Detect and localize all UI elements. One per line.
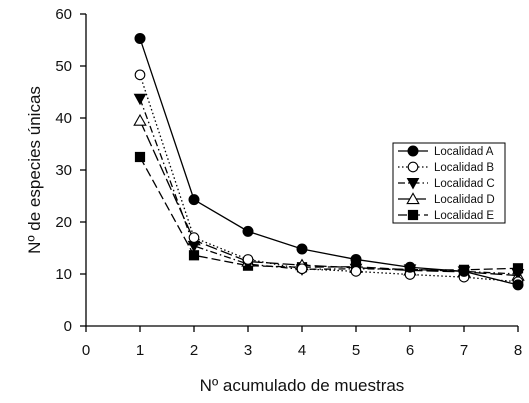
legend-entry: Localidad A (398, 146, 494, 158)
legend-entry: Localidad B (398, 162, 494, 174)
x-tick-label: 1 (136, 342, 144, 359)
y-tick-label: 30 (55, 162, 72, 179)
data-point (459, 266, 469, 276)
data-point (135, 94, 146, 104)
y-tick-label: 40 (55, 110, 72, 127)
data-point (134, 115, 146, 125)
x-ticks: 0 1 2 3 4 5 6 7 8 (82, 326, 522, 359)
legend-label: Localidad E (434, 210, 494, 222)
data-point (135, 152, 144, 161)
x-tick-label: 6 (406, 342, 414, 359)
data-point (189, 195, 199, 205)
y-tick-label: 20 (55, 214, 72, 231)
data-point (297, 244, 307, 254)
data-point (135, 70, 145, 80)
y-ticks: 0 10 20 30 40 50 60 (55, 6, 86, 335)
y-tick-label: 0 (64, 318, 72, 335)
data-point (189, 233, 199, 243)
y-tick-label: 60 (55, 6, 72, 23)
data-point (243, 226, 253, 236)
y-axis-title: Nº de especies únicas (25, 86, 44, 254)
x-tick-label: 7 (460, 342, 468, 359)
data-point (351, 267, 361, 277)
x-tick-label: 8 (514, 342, 522, 359)
x-tick-label: 2 (190, 342, 198, 359)
data-point (405, 262, 415, 272)
x-tick-label: 0 (82, 342, 90, 359)
x-axis-title: Nº acumulado de muestras (200, 376, 405, 395)
legend-marker (408, 146, 418, 156)
legend-label: Localidad A (434, 146, 494, 158)
legend-marker (408, 210, 417, 219)
data-point (351, 254, 361, 264)
legend-label: Localidad B (434, 162, 494, 174)
x-tick-label: 4 (298, 342, 306, 359)
data-point (513, 280, 523, 290)
data-point (297, 264, 307, 274)
legend-entry: Localidad D (398, 193, 495, 206)
y-tick-label: 50 (55, 58, 72, 75)
legend-label: Localidad D (434, 194, 495, 206)
y-tick-label: 10 (55, 266, 72, 283)
x-tick-label: 3 (244, 342, 252, 359)
legend-entry: Localidad C (398, 178, 495, 190)
legend: Localidad A Localidad B Localidad C Localid… (393, 143, 505, 223)
legend-marker (408, 162, 418, 172)
x-tick-label: 5 (352, 342, 360, 359)
data-point (243, 255, 253, 265)
data-point (135, 33, 145, 43)
legend-label: Localidad C (434, 178, 495, 190)
